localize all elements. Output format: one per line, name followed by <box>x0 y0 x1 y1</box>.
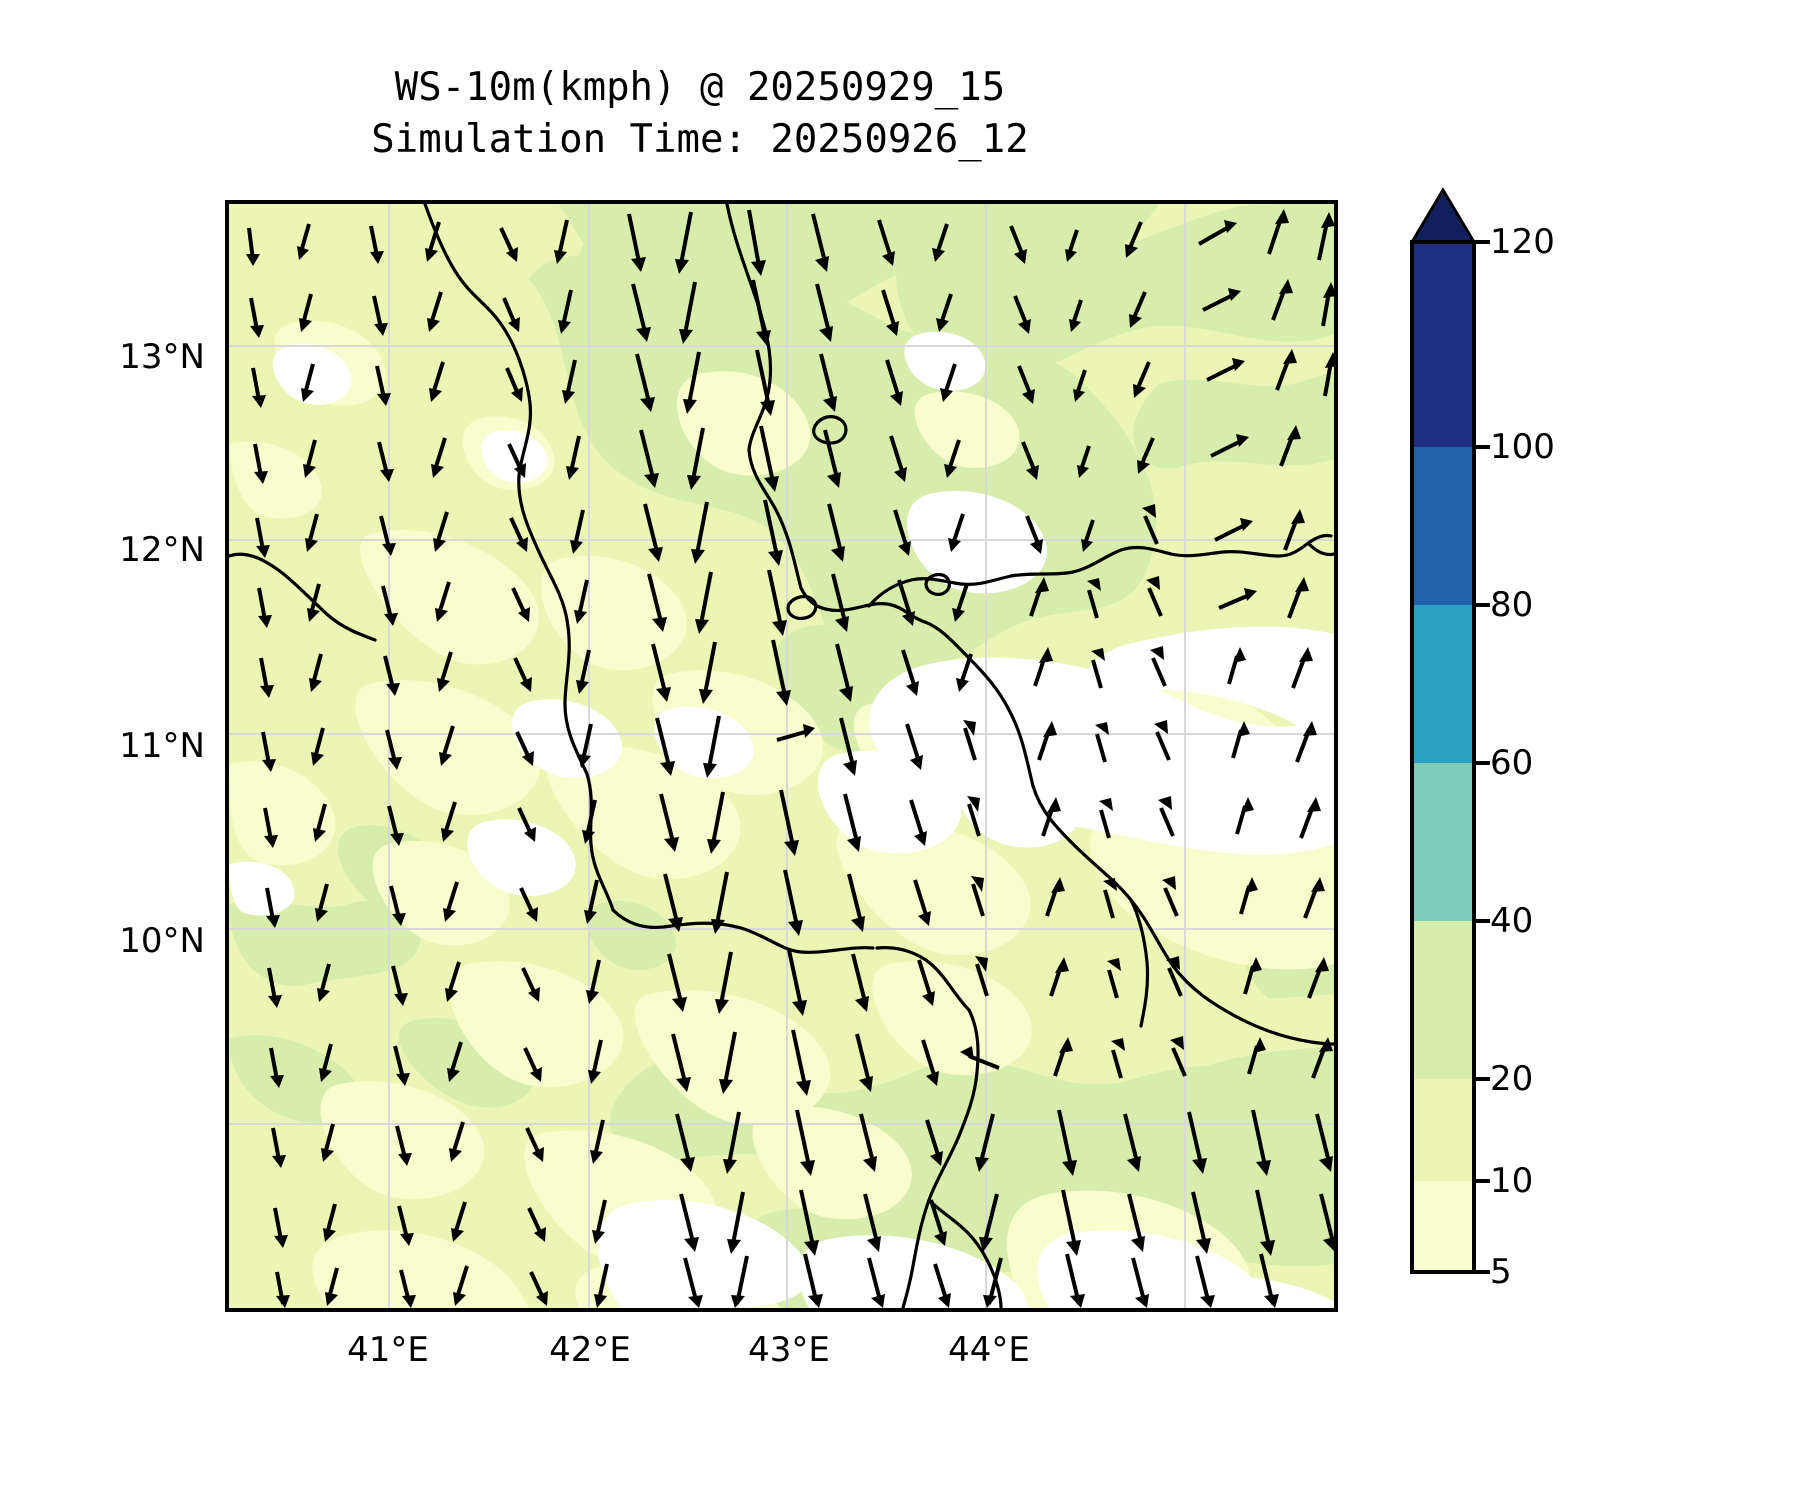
colorbar-tick-20: 20 <box>1490 1059 1534 1099</box>
map-plot-area[interactable] <box>225 200 1338 1312</box>
colorbar[interactable]: 120 100 80 60 40 20 10 5 <box>1409 187 1555 1292</box>
wind-vector-field <box>246 209 1334 1308</box>
xtick-label-41E: 41°E <box>347 1330 429 1370</box>
ytick-label-11N: 11°N <box>119 726 205 766</box>
colorbar-tick-10: 10 <box>1490 1161 1534 1201</box>
colorbar-tick-80: 80 <box>1490 585 1534 625</box>
colorbar-tick-5: 5 <box>1490 1252 1512 1292</box>
xtick-label-43E: 43°E <box>748 1330 830 1370</box>
xtick-label-44E: 44°E <box>948 1330 1030 1370</box>
title-line-2: Simulation Time: 20250926_12 <box>371 117 1029 162</box>
colorbar-tick-40: 40 <box>1490 901 1534 941</box>
title-line-1: WS-10m(kmph) @ 20250929_15 <box>394 65 1006 110</box>
colorbar-gradient <box>1409 187 1490 1274</box>
wind-speed-map <box>229 204 1334 1308</box>
ytick-label-13N: 13°N <box>119 337 205 377</box>
country-borders <box>229 204 1334 1308</box>
colorbar-tick-120: 120 <box>1490 222 1555 262</box>
chart-title: WS-10m(kmph) @ 20250929_15 Simulation Ti… <box>0 62 1400 166</box>
colorbar-tick-100: 100 <box>1490 427 1555 467</box>
ytick-label-10N: 10°N <box>119 921 205 961</box>
xtick-label-42E: 42°E <box>549 1330 631 1370</box>
ytick-label-12N: 12°N <box>119 530 205 570</box>
colorbar-tick-60: 60 <box>1490 743 1534 783</box>
